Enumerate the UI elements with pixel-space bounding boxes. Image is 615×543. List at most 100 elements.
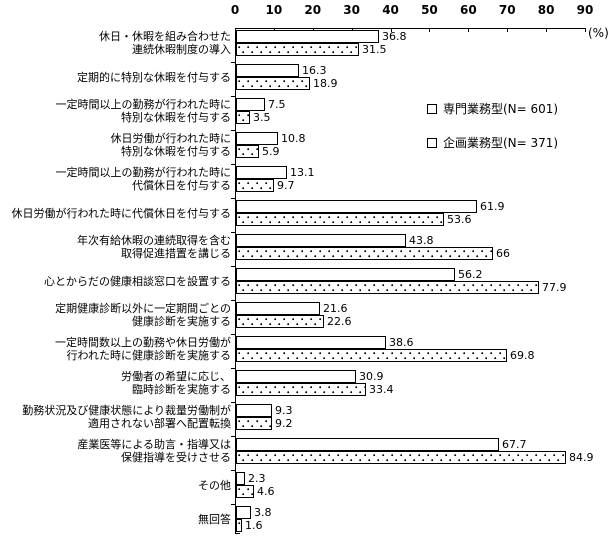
bar-senmon bbox=[236, 132, 278, 145]
y-tick-mark bbox=[231, 470, 235, 471]
value-label: 10.8 bbox=[281, 132, 306, 145]
x-tick-label: 90 bbox=[576, 3, 594, 17]
value-label: 67.7 bbox=[502, 438, 527, 451]
legend-marker-white-icon bbox=[427, 103, 437, 114]
category-label: 一定時間以上の勤務が行われた時に 特別な休暇を付与する bbox=[55, 98, 231, 124]
bar-senmon bbox=[236, 166, 287, 179]
value-label: 1.6 bbox=[245, 519, 263, 532]
value-label: 66 bbox=[496, 247, 510, 260]
bar-kikaku bbox=[236, 281, 539, 294]
category-label: 年次有給休暇の連続取得を含む 取得促進措置を講じる bbox=[77, 234, 231, 260]
y-tick-mark bbox=[231, 504, 235, 505]
x-tick-mark bbox=[546, 28, 548, 32]
category-label: 無回答 bbox=[198, 512, 231, 526]
value-label: 18.9 bbox=[313, 77, 338, 90]
y-tick-mark bbox=[231, 164, 235, 165]
x-tick-mark bbox=[429, 28, 431, 32]
bar-senmon bbox=[236, 64, 299, 77]
legend: 専門業務型(N= 601) 企画業務型(N= 371) bbox=[427, 100, 558, 151]
value-label: 9.2 bbox=[275, 417, 293, 430]
bar-kikaku bbox=[236, 213, 444, 226]
value-label: 9.7 bbox=[277, 179, 295, 192]
y-tick-mark bbox=[231, 402, 235, 403]
value-label: 30.9 bbox=[359, 370, 384, 383]
bar-senmon bbox=[236, 98, 265, 111]
category-label: 休日労働が行われた時に 特別な休暇を付与する bbox=[110, 132, 231, 158]
legend-marker-dotted-icon bbox=[427, 137, 437, 148]
y-tick-mark bbox=[231, 368, 235, 369]
x-tick-label: 80 bbox=[537, 3, 555, 17]
bar-senmon bbox=[236, 506, 251, 519]
y-axis-end-tick bbox=[235, 533, 240, 534]
bar-kikaku bbox=[236, 383, 366, 396]
value-label: 84.9 bbox=[569, 451, 594, 464]
value-label: 4.6 bbox=[257, 485, 275, 498]
x-tick-label: 70 bbox=[498, 3, 516, 17]
bar-senmon bbox=[236, 438, 499, 451]
bar-kikaku bbox=[236, 417, 272, 430]
y-tick-mark bbox=[231, 96, 235, 97]
value-label: 7.5 bbox=[268, 98, 286, 111]
bar-kikaku bbox=[236, 111, 250, 124]
x-tick-label: 0 bbox=[230, 3, 240, 17]
value-label: 53.6 bbox=[447, 213, 472, 226]
x-tick-label: 40 bbox=[382, 3, 399, 17]
category-label: 心とからだの健康相談窓口を設置する bbox=[44, 274, 231, 288]
category-label: その他 bbox=[198, 478, 231, 492]
y-tick-mark bbox=[231, 130, 235, 131]
x-tick-mark bbox=[390, 28, 392, 32]
x-tick-label: 30 bbox=[343, 3, 360, 17]
value-label: 21.6 bbox=[323, 302, 348, 315]
category-label: 一定時間以上の勤務が行われた時に 代償休日を付与する bbox=[55, 166, 231, 192]
legend-item-kikaku: 企画業務型(N= 371) bbox=[427, 134, 558, 151]
x-tick-mark bbox=[507, 28, 509, 32]
y-axis-line bbox=[235, 28, 236, 533]
value-label: 31.5 bbox=[362, 43, 387, 56]
y-tick-mark bbox=[231, 300, 235, 301]
legend-label: 企画業務型(N= 371) bbox=[443, 136, 559, 150]
y-tick-mark bbox=[231, 436, 235, 437]
x-axis-line bbox=[235, 28, 586, 29]
bar-kikaku bbox=[236, 43, 359, 56]
unit-label: (%) bbox=[588, 26, 609, 40]
value-label: 43.8 bbox=[409, 234, 434, 247]
category-label: 休日労働が行われた時に代償休日を付与する bbox=[11, 206, 231, 220]
legend-item-senmon: 専門業務型(N= 601) bbox=[427, 100, 558, 117]
y-tick-mark bbox=[231, 334, 235, 335]
category-label: 労働者の希望に応じ、 臨時診断を実施する bbox=[121, 370, 231, 396]
category-label: 一定時間数以上の勤務や休日労働が 行われた時に健康診断を実施する bbox=[55, 336, 231, 362]
bar-kikaku bbox=[236, 451, 566, 464]
bar-kikaku bbox=[236, 485, 254, 498]
legend-label: 専門業務型(N= 601) bbox=[443, 102, 559, 116]
value-label: 38.6 bbox=[389, 336, 414, 349]
value-label: 9.3 bbox=[275, 404, 293, 417]
bar-kikaku bbox=[236, 179, 274, 192]
x-tick-label: 10 bbox=[265, 3, 283, 17]
value-label: 56.2 bbox=[458, 268, 483, 281]
x-tick-label: 50 bbox=[421, 3, 438, 17]
bar-senmon bbox=[236, 472, 245, 485]
bar-kikaku bbox=[236, 315, 324, 328]
x-tick-mark bbox=[468, 28, 470, 32]
value-label: 69.8 bbox=[510, 349, 535, 362]
x-tick-label: 60 bbox=[459, 3, 477, 17]
bar-senmon bbox=[236, 336, 386, 349]
bar-senmon bbox=[236, 268, 455, 281]
bar-senmon bbox=[236, 30, 379, 43]
value-label: 5.9 bbox=[262, 145, 280, 158]
value-label: 61.9 bbox=[480, 200, 505, 213]
bar-senmon bbox=[236, 302, 320, 315]
bar-kikaku bbox=[236, 77, 310, 90]
bar-kikaku bbox=[236, 247, 493, 260]
value-label: 13.1 bbox=[290, 166, 315, 179]
value-label: 36.8 bbox=[382, 30, 407, 43]
value-label: 22.6 bbox=[327, 315, 352, 328]
y-tick-mark bbox=[231, 232, 235, 233]
y-tick-mark bbox=[231, 198, 235, 199]
bar-senmon bbox=[236, 234, 406, 247]
bar-senmon bbox=[236, 370, 356, 383]
value-label: 3.8 bbox=[254, 506, 272, 519]
x-tick-mark bbox=[235, 28, 236, 32]
value-label: 3.5 bbox=[253, 111, 271, 124]
